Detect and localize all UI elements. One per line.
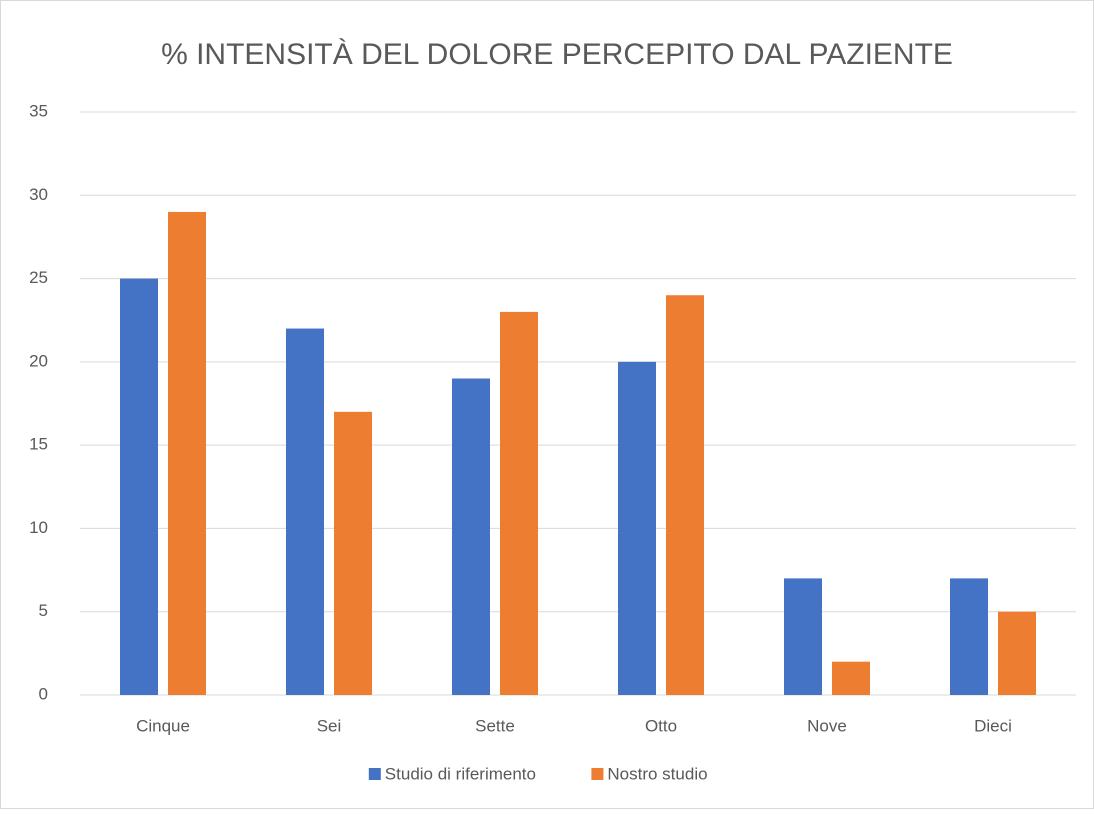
bar — [120, 278, 158, 695]
bar — [500, 311, 538, 695]
legend-label: Nostro studio — [607, 764, 707, 783]
y-tick-label: 20 — [29, 351, 48, 370]
bar — [666, 295, 704, 695]
x-tick-label: Nove — [807, 716, 847, 735]
bar — [286, 328, 324, 695]
x-tick-label: Cinque — [136, 716, 190, 735]
y-tick-label: 25 — [29, 268, 48, 287]
bar — [832, 661, 870, 695]
bar — [950, 578, 988, 695]
bar — [334, 411, 372, 695]
x-tick-label: Dieci — [974, 716, 1012, 735]
y-tick-label: 30 — [29, 185, 48, 204]
y-tick-label: 10 — [29, 518, 48, 537]
bar — [452, 378, 490, 695]
y-tick-label: 35 — [29, 101, 48, 120]
bar — [168, 211, 206, 695]
y-tick-label: 5 — [39, 601, 48, 620]
legend-swatch — [591, 768, 604, 780]
legend-label: Studio di riferimento — [385, 764, 536, 783]
legend-swatch — [368, 768, 381, 780]
bar — [618, 361, 656, 695]
y-tick-label: 0 — [39, 684, 48, 703]
x-tick-label: Otto — [645, 716, 677, 735]
bar — [784, 578, 822, 695]
x-tick-label: Sei — [317, 716, 342, 735]
x-tick-label: Sette — [475, 716, 515, 735]
bar — [998, 611, 1036, 695]
y-tick-label: 15 — [29, 435, 48, 454]
chart-title: % INTENSITÀ DEL DOLORE PERCEPITO DAL PAZ… — [161, 38, 953, 71]
